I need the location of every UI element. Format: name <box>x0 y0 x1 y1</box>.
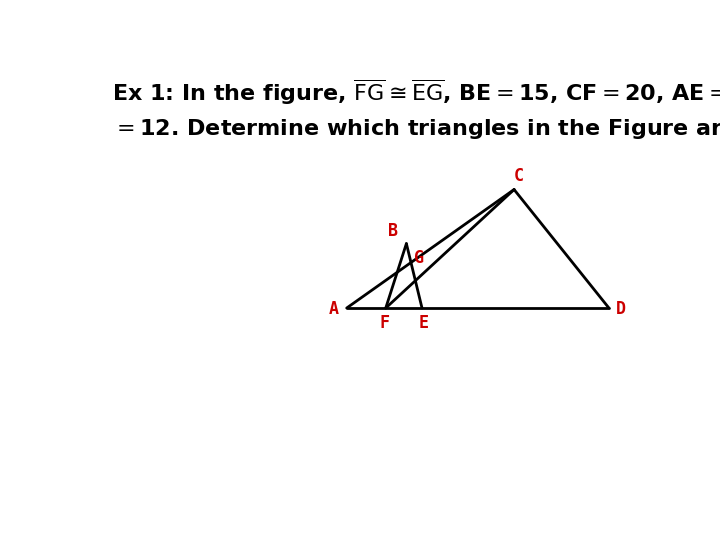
Text: B: B <box>388 222 398 240</box>
Text: G: G <box>414 249 424 267</box>
Text: D: D <box>616 300 626 318</box>
Text: C: C <box>513 166 523 185</box>
Text: $=$12. Determine which triangles in the Figure are similar.: $=$12. Determine which triangles in the … <box>112 117 720 141</box>
Text: A: A <box>328 300 338 318</box>
Text: F: F <box>379 314 389 332</box>
Text: E: E <box>419 314 428 332</box>
Text: Ex 1: In the figure, $\overline{\mathsf{FG}}$$\cong$$\overline{\mathsf{EG}}$, BE: Ex 1: In the figure, $\overline{\mathsf{… <box>112 77 720 107</box>
